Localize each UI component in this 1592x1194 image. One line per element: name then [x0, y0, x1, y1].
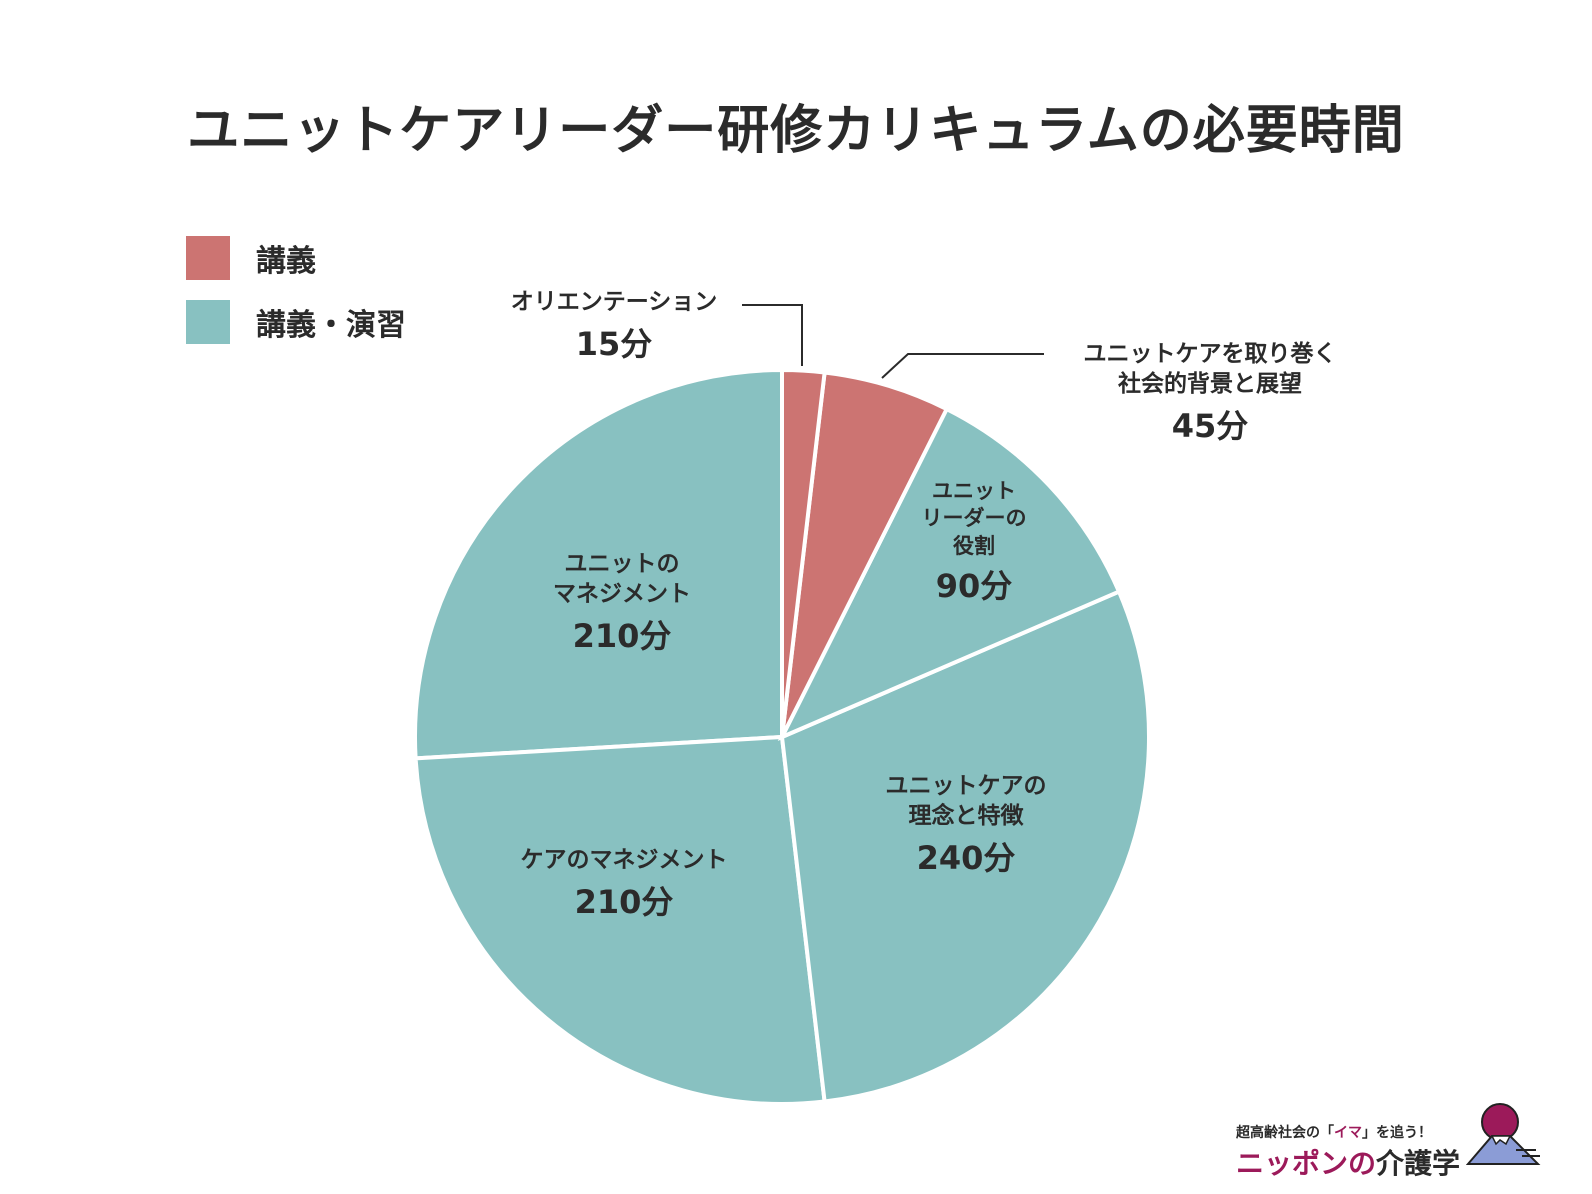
slice-name: ユニットケアを取り巻く	[1083, 341, 1337, 367]
legend-item-lecture: 講義	[186, 236, 316, 280]
slice-label-unit-management: ユニットの マネジメント 210分	[553, 550, 691, 657]
slice-label-leader-role: ユニット リーダーの 役割 90分	[922, 478, 1027, 607]
slice-value: 90分	[935, 566, 1013, 605]
legend-swatch	[186, 236, 230, 280]
slice-name: 社会的背景と展望	[1118, 370, 1302, 397]
legend-label: 講義	[256, 244, 316, 279]
brand-logo: 超高齢社会の「イマ」を追う！ ニッポンの介護学	[1236, 1122, 1460, 1182]
slice-value: 240分	[916, 838, 1016, 877]
pie-slice-4	[413, 734, 827, 1106]
logo-tagline: 超高齢社会の「イマ」を追う！	[1236, 1122, 1460, 1142]
slice-name: ユニットケアの	[885, 773, 1047, 799]
slice-value: 45分	[1171, 406, 1249, 445]
slice-name: リーダーの	[921, 506, 1027, 531]
logo-name: ニッポンの介護学	[1236, 1142, 1460, 1182]
logo-name-accent: ニッポンの	[1236, 1147, 1377, 1180]
tagline-accent: イマ	[1334, 1125, 1362, 1141]
pie-slice-1	[780, 370, 950, 738]
slice-label-background: ユニットケアを取り巻く 社会的背景と展望 45分	[1084, 340, 1337, 447]
slice-label-orientation: オリエンテーション 15分	[511, 288, 718, 365]
pie-slice-5	[413, 367, 784, 761]
slice-value: 15分	[575, 324, 653, 363]
slice-value: 210分	[574, 882, 674, 921]
pie-slice-2	[777, 406, 1122, 742]
leader-line-background	[881, 353, 1044, 379]
slice-name: 役割	[953, 533, 995, 558]
leader-line-orientation	[742, 304, 803, 366]
logo-name-main: 介護学	[1376, 1147, 1461, 1180]
pie-slice-3	[779, 589, 1151, 1104]
slice-name: 理念と特徴	[908, 802, 1024, 829]
tagline-part: 」を追う！	[1362, 1125, 1432, 1141]
slice-label-unitcare-concept: ユニットケアの 理念と特徴 240分	[886, 772, 1047, 879]
legend-label: 講義・演習	[256, 308, 406, 343]
slice-value: 210分	[572, 616, 672, 655]
pie-slice-0	[780, 367, 827, 738]
legend-swatch	[186, 300, 230, 344]
slice-name: ユニットの	[564, 551, 680, 577]
slice-name: ユニット	[932, 479, 1016, 503]
chart-title: ユニットケアリーダー研修カリキュラムの必要時間	[187, 101, 1405, 161]
legend-item-lecture-exercise: 講義・演習	[186, 300, 406, 344]
slice-label-care-management: ケアのマネジメント 210分	[521, 846, 728, 923]
tagline-part: 超高齢社会の「	[1236, 1125, 1334, 1141]
slice-name: オリエンテーション	[510, 289, 718, 315]
slice-name: ケアのマネジメント	[520, 847, 728, 873]
slice-name: マネジメント	[553, 580, 691, 607]
mount-fuji-sun-icon	[1466, 1103, 1541, 1165]
